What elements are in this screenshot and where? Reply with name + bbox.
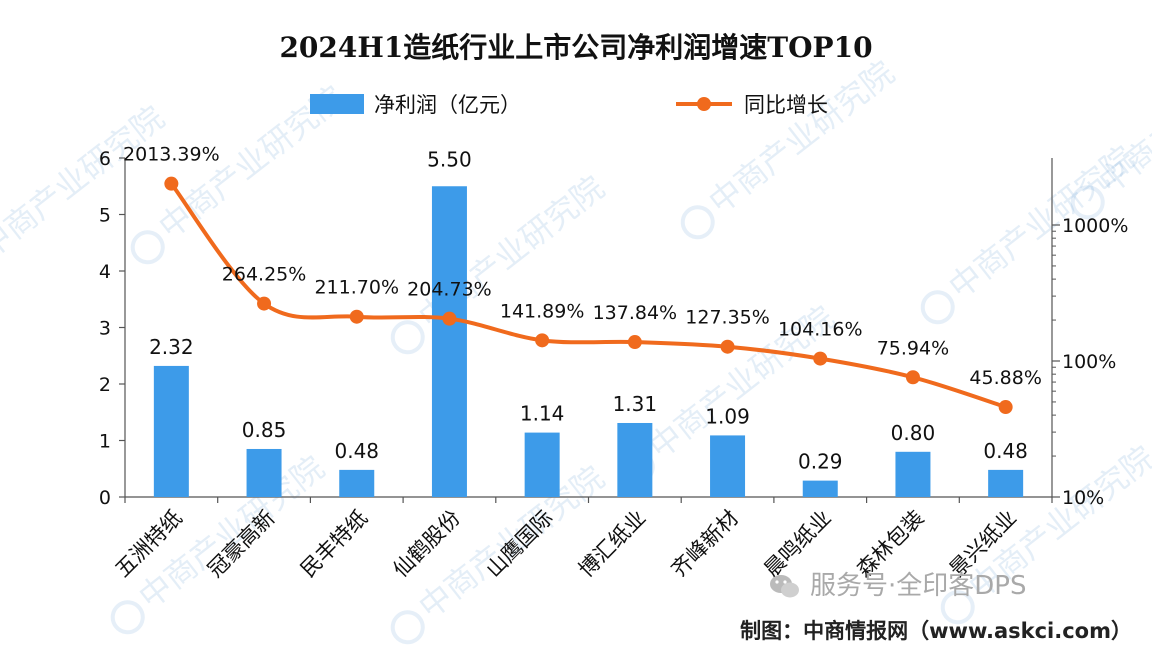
category-label: 齐峰新材 <box>667 506 743 582</box>
line-point <box>349 309 364 324</box>
y-left-tick-label: 0 <box>99 487 111 509</box>
bar-value-label: 0.85 <box>242 418 287 442</box>
legend-bar-swatch <box>310 94 364 114</box>
line-data-labels: 2013.39% 264.25% 211.70% 204.73% 141.89% 137.… <box>123 144 1042 389</box>
y-right-tick-label: 1000% <box>1062 215 1128 237</box>
line-value-label: 127.35% <box>685 307 770 329</box>
line-point <box>627 335 642 350</box>
bar <box>802 480 838 497</box>
line-point <box>535 333 550 348</box>
line-point <box>257 296 272 311</box>
bar-data-labels: 2.32 0.85 0.48 5.50 1.14 1.31 1.09 0.29 0.80 0.48 <box>149 147 1028 473</box>
watermark: 中商产业研究院 <box>1070 33 1152 220</box>
category-label: 博汇纸业 <box>574 506 650 582</box>
line-point <box>998 400 1013 415</box>
watermark-text: 中商产业研究院 <box>702 53 902 221</box>
legend-bar-label: 净利润（亿元） <box>374 93 521 117</box>
line-value-label: 2013.39% <box>123 144 220 166</box>
line-value-label: 204.73% <box>407 279 492 301</box>
bar-value-label: 0.80 <box>891 421 936 445</box>
y-left-tick-label: 2 <box>99 374 111 396</box>
bar-series <box>153 186 1024 497</box>
line-value-label: 211.70% <box>314 277 399 299</box>
watermark-text: 中商产业研究院 <box>1092 33 1152 201</box>
legend: 净利润（亿元） 同比增长 <box>310 93 828 117</box>
line-point <box>813 351 828 366</box>
line-value-label: 104.16% <box>778 319 863 341</box>
line-point <box>720 339 735 354</box>
y-left-tick-label: 4 <box>99 261 111 283</box>
line-series <box>164 176 1013 415</box>
bar <box>710 435 746 497</box>
line-value-label: 137.84% <box>593 302 678 324</box>
line-point <box>164 176 179 191</box>
legend-line-label: 同比增长 <box>744 93 828 117</box>
bar-value-label: 1.14 <box>520 402 565 426</box>
y-left-tick-label: 1 <box>99 431 111 453</box>
legend-line-marker <box>697 97 711 111</box>
bar <box>617 422 653 497</box>
y-left-tick-label: 3 <box>99 318 111 340</box>
bar-value-label: 1.31 <box>613 392 658 416</box>
line-value-label: 45.88% <box>969 367 1041 389</box>
bar <box>246 448 282 497</box>
account-text: 服务号·全印客DPS <box>810 571 1026 601</box>
watermark-text: 中商产业研究院 <box>0 98 171 266</box>
y-right-tick-label: 10% <box>1062 487 1104 509</box>
bar-value-label: 0.48 <box>334 439 379 463</box>
line-point <box>442 311 457 326</box>
line-value-label: 75.94% <box>877 337 949 359</box>
line-value-label: 141.89% <box>500 300 585 322</box>
bar <box>895 451 931 497</box>
bar-value-label: 5.50 <box>427 147 472 171</box>
bar-value-label: 0.29 <box>798 450 843 474</box>
y-left-tick-label: 6 <box>99 148 111 170</box>
chart-title: 2024H1造纸行业上市公司净利润增速TOP10 <box>279 31 872 64</box>
y-left-tick-label: 5 <box>99 205 111 227</box>
watermark: 中商产业研究院 <box>680 53 902 240</box>
wechat-icon <box>770 575 799 598</box>
bar-value-label: 0.48 <box>983 439 1028 463</box>
bar <box>153 365 189 497</box>
y-right-tick-label: 100% <box>1062 351 1116 373</box>
bar <box>339 469 375 497</box>
source-text: 制图：中商情报网（www.askci.com） <box>740 619 1132 643</box>
line-point <box>905 370 920 385</box>
bar-value-label: 1.09 <box>705 404 750 428</box>
bar <box>988 469 1024 497</box>
category-label: 民丰特纸 <box>296 506 372 582</box>
footer: 服务号·全印客DPS 制图：中商情报网（www.askci.com） <box>740 571 1132 643</box>
bar <box>431 186 467 497</box>
bar <box>524 432 560 497</box>
line-value-label: 264.25% <box>222 264 307 286</box>
growth-line <box>169 182 1007 409</box>
bar-value-label: 2.32 <box>149 335 194 359</box>
